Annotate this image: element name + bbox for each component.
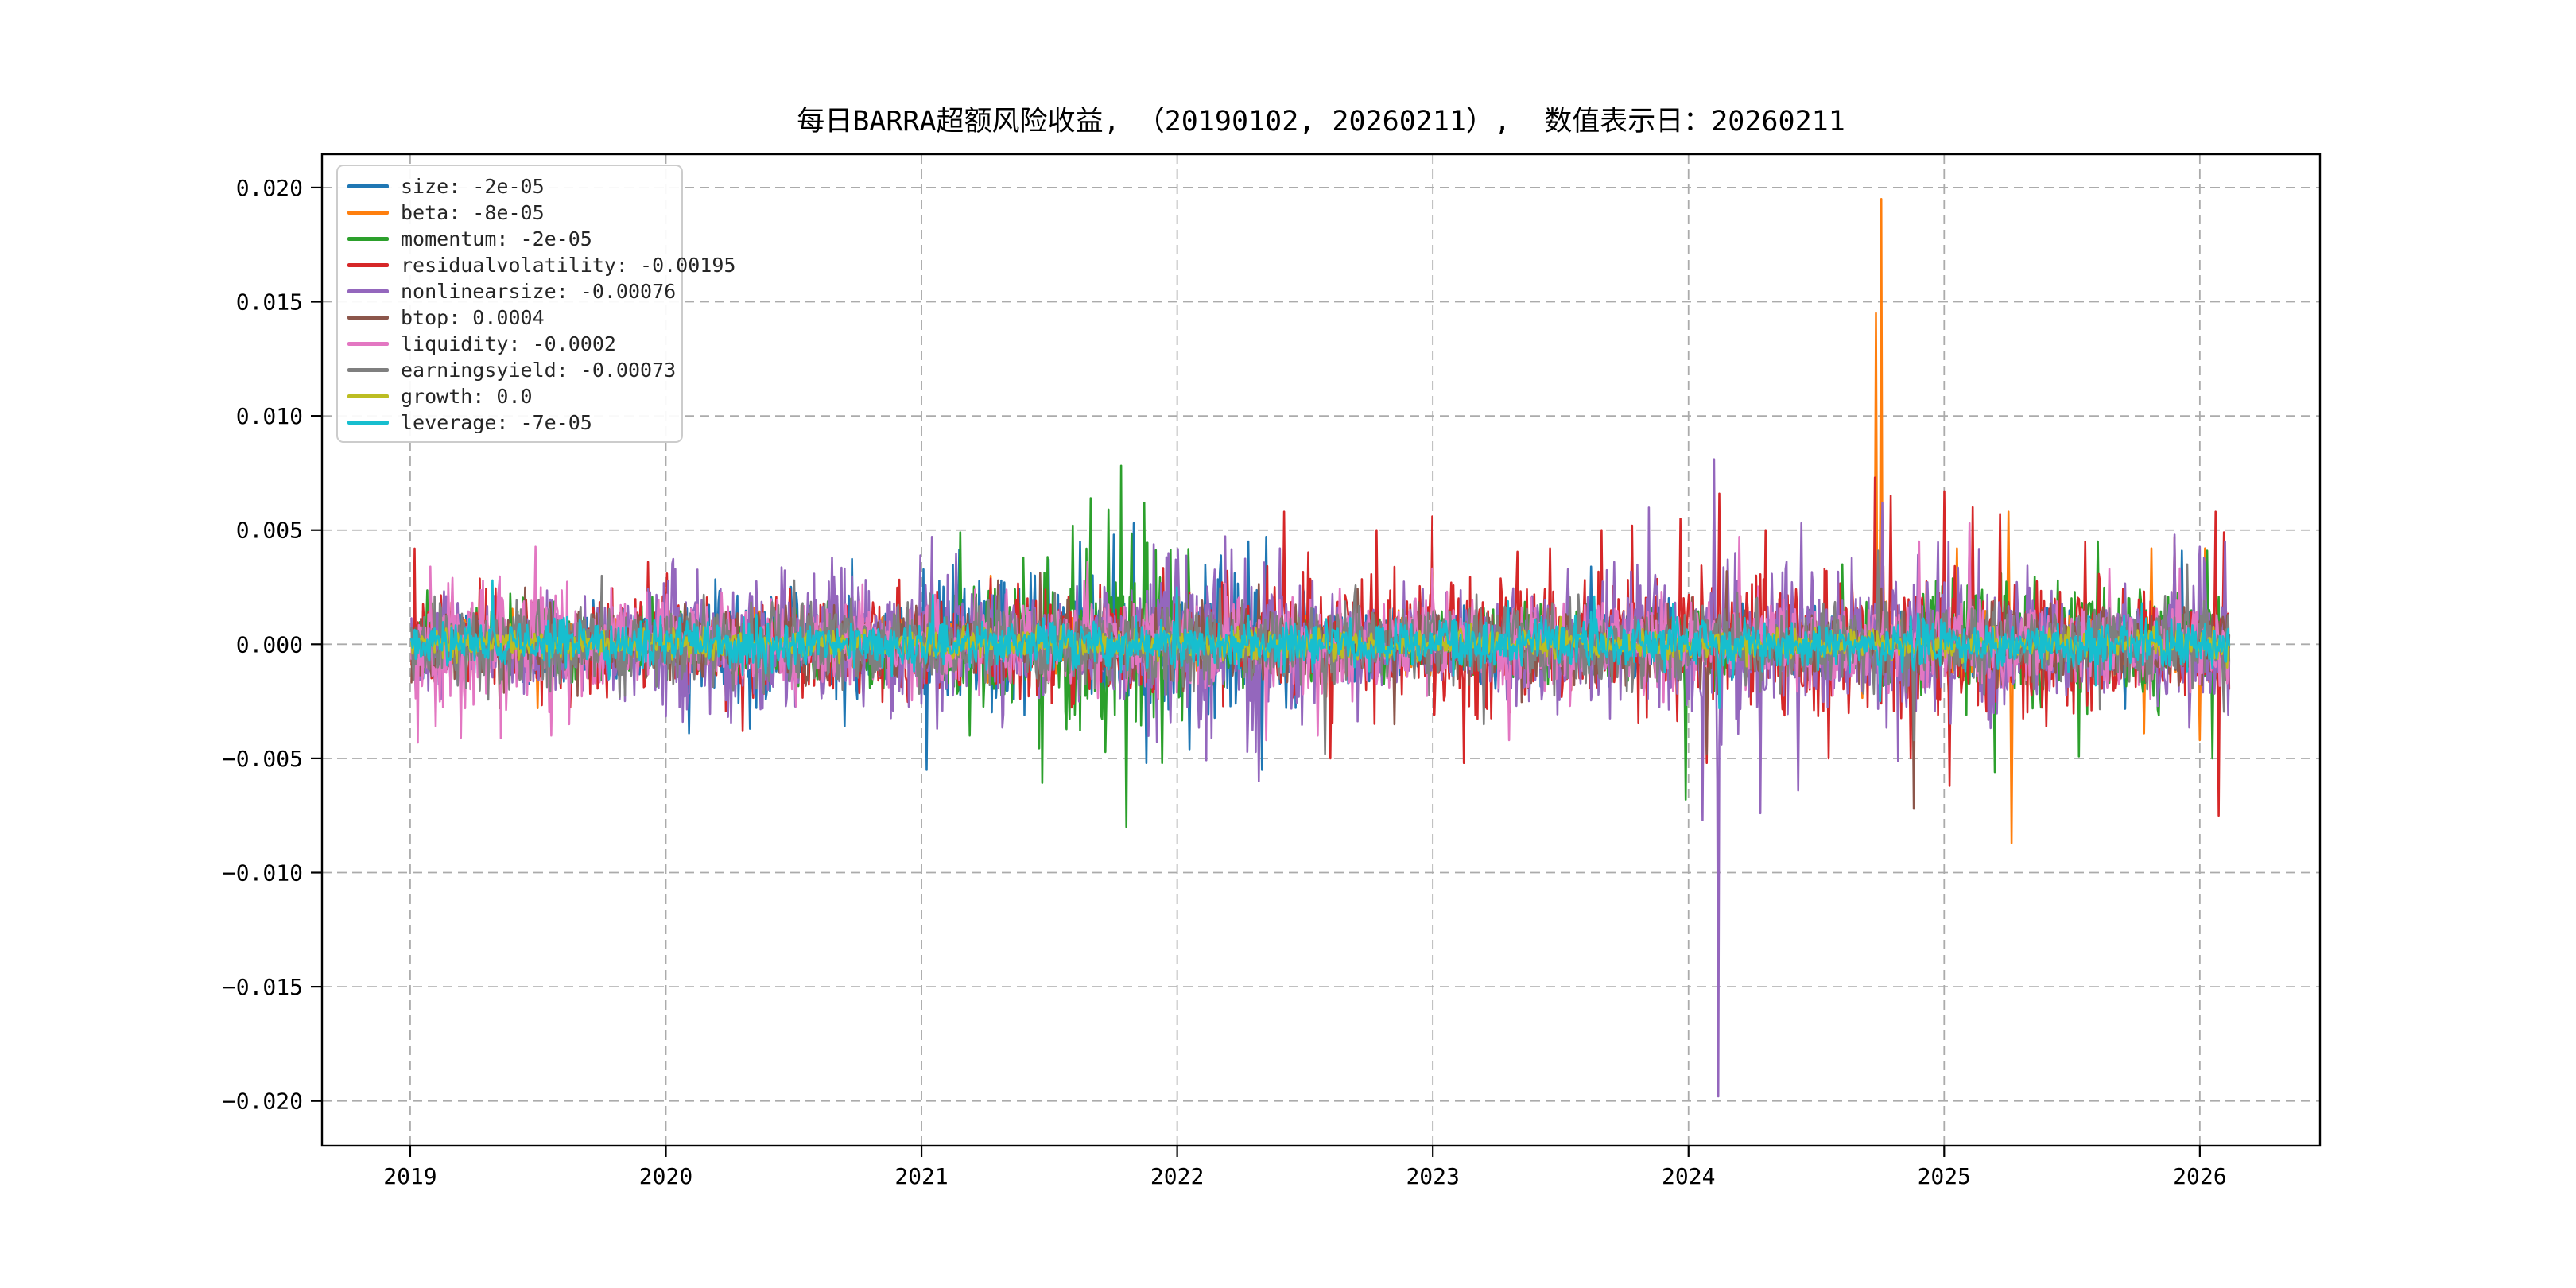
x-tick-label: 2019 bbox=[383, 1163, 436, 1189]
legend-item-label: leverage: -7e-05 bbox=[401, 411, 592, 434]
legend-item-label: liquidity: -0.0002 bbox=[401, 332, 616, 355]
series-line-earningsyield bbox=[410, 549, 2231, 755]
legend-item-label: growth: 0.0 bbox=[401, 385, 533, 408]
legend-line-swatch bbox=[347, 421, 389, 425]
x-tick-label: 2026 bbox=[2173, 1163, 2226, 1189]
legend-item-earningsyield: earningsyield: -0.00073 bbox=[347, 357, 677, 383]
chart-title: 每日BARRA超额风险收益, （20190102, 20260211）, 数值表… bbox=[797, 106, 1845, 138]
legend-item-momentum: momentum: -2e-05 bbox=[347, 226, 675, 252]
legend-item-label: btop: 0.0004 bbox=[401, 306, 545, 329]
legend-item-label: momentum: -2e-05 bbox=[401, 227, 592, 250]
series-line-beta bbox=[410, 198, 2231, 844]
legend-line-swatch bbox=[347, 289, 389, 293]
legend: size: -2e-05 beta: -8e-05 momentum: -2e-05… bbox=[336, 165, 735, 443]
y-tick-label: 0.005 bbox=[236, 518, 303, 544]
legend-item-label: earningsyield: -0.00073 bbox=[401, 359, 677, 382]
legend-line-swatch bbox=[347, 368, 389, 372]
series-line-leverage bbox=[410, 579, 2231, 709]
legend-item-size: size: -2e-05 bbox=[347, 173, 675, 200]
legend-line-swatch bbox=[347, 342, 389, 346]
legend-item-residualvolatility: residualvolatility: -0.00195 bbox=[347, 252, 735, 278]
legend-item-growth: growth: 0.0 bbox=[347, 383, 675, 409]
axes: 0.020 0.015 0.010 0.005 0.000 −0.005 −0.010 −0.… bbox=[223, 175, 2227, 1189]
x-tick-label: 2024 bbox=[1662, 1163, 1715, 1189]
legend-item-label: beta: -8e-05 bbox=[401, 201, 545, 224]
legend-line-swatch bbox=[347, 211, 389, 215]
legend-item-label: residualvolatility: -0.00195 bbox=[401, 254, 736, 277]
x-tick-label: 2025 bbox=[1918, 1163, 1971, 1189]
legend-line-swatch bbox=[347, 184, 389, 188]
y-tick-label: −0.005 bbox=[223, 746, 303, 772]
legend-item-btop: btop: 0.0004 bbox=[347, 305, 675, 331]
x-tick-label: 2023 bbox=[1406, 1163, 1459, 1189]
y-tick-label: 0.000 bbox=[236, 631, 303, 658]
legend-item-label: nonlinearsize: -0.00076 bbox=[401, 280, 677, 303]
legend-item-liquidity: liquidity: -0.0002 bbox=[347, 331, 675, 357]
legend-item-leverage: leverage: -7e-05 bbox=[347, 409, 675, 436]
plot-border bbox=[320, 153, 2322, 1147]
x-tick-label: 2022 bbox=[1150, 1163, 1204, 1189]
series-lines bbox=[410, 198, 2231, 1098]
x-tick-label: 2021 bbox=[894, 1163, 948, 1189]
legend-line-swatch bbox=[347, 316, 389, 320]
legend-line-swatch bbox=[347, 394, 389, 398]
legend-line-swatch bbox=[347, 237, 389, 241]
legend-item-nonlinearsize: nonlinearsize: -0.00076 bbox=[347, 278, 677, 305]
legend-line-swatch bbox=[347, 263, 389, 267]
y-tick-label: −0.015 bbox=[223, 974, 303, 1000]
y-tick-label: −0.020 bbox=[223, 1088, 303, 1115]
y-tick-label: 0.020 bbox=[236, 175, 303, 201]
y-tick-label: 0.010 bbox=[236, 403, 303, 429]
x-tick-label: 2020 bbox=[639, 1163, 692, 1189]
legend-item-label: size: -2e-05 bbox=[401, 175, 545, 198]
y-tick-label: 0.015 bbox=[236, 289, 303, 316]
y-tick-label: −0.010 bbox=[223, 860, 303, 886]
legend-item-beta: beta: -8e-05 bbox=[347, 200, 675, 226]
